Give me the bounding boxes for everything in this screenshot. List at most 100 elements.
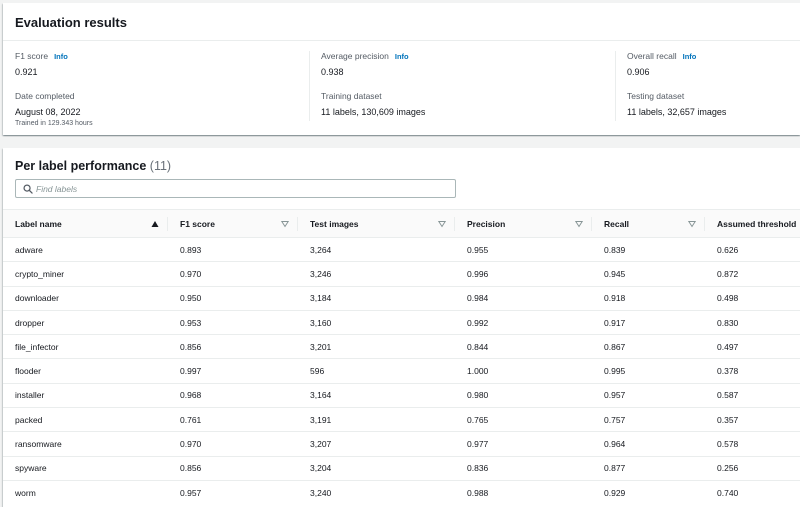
metric-column-precision: Average precision Info 0.938 Training dat…	[321, 50, 425, 119]
recall-cell: 0.877	[592, 456, 705, 481]
average-precision-info-link[interactable]: Info	[394, 52, 409, 61]
test-images-cell: 3,246	[298, 261, 455, 287]
sort-icon[interactable]	[281, 220, 289, 228]
precision-cell: 0.996	[455, 261, 592, 287]
f1-score-cell: 0.856	[168, 334, 298, 360]
f1-score-cell: 0.950	[168, 286, 298, 311]
assumed-threshold-cell: 0.498	[705, 286, 800, 311]
column-header-f1-score[interactable]: F1 score	[168, 209, 298, 238]
assumed-threshold-cell: 0.357	[705, 407, 800, 433]
column-header-test-images[interactable]: Test images	[298, 209, 455, 238]
overall-recall-value: 0.906	[627, 67, 650, 77]
f1-score-info-link[interactable]: Info	[54, 52, 68, 61]
table-body: adware 0.893 3,264 0.955 0.839 0.626 crypto_mi…	[3, 237, 800, 505]
training-duration: Trained in 129.343 hours	[15, 120, 93, 127]
recall-cell: 0.757	[592, 407, 705, 433]
column-divider	[167, 217, 168, 231]
test-images-cell: 3,160	[298, 310, 455, 336]
column-divider	[704, 217, 705, 231]
precision-cell: 0.992	[455, 310, 592, 336]
per-label-performance-panel: Per label performance (11) Label name	[3, 148, 800, 507]
f1-score-label: F1 score	[15, 51, 49, 61]
assumed-threshold-cell: 0.872	[705, 261, 800, 287]
table-row: worm 0.957 3,240 0.988 0.929 0.740	[3, 480, 800, 504]
column-divider	[591, 217, 592, 231]
sort-icon[interactable]	[688, 220, 696, 228]
overall-recall-info-link[interactable]: Info	[682, 52, 697, 61]
training-dataset-value: 11 labels, 130,609 images	[321, 107, 426, 117]
f1-score-cell: 0.953	[168, 310, 298, 336]
precision-cell: 1.000	[455, 358, 592, 384]
f1-score-cell: 0.893	[168, 237, 298, 263]
precision-cell: 0.836	[455, 456, 592, 481]
average-precision-label: Average precision	[321, 51, 389, 61]
date-completed-label: Date completed	[15, 91, 75, 101]
test-images-cell: 3,207	[298, 431, 455, 457]
date-completed-value: August 08, 2022	[15, 107, 81, 117]
table-row: ransomware 0.970 3,207 0.977 0.964 0.578	[3, 431, 800, 457]
per-label-title-text: Per label performance	[15, 159, 147, 173]
sort-icon[interactable]	[438, 220, 446, 228]
label-count: (11)	[149, 159, 172, 173]
label-name-cell: ransomware	[3, 431, 168, 457]
f1-score-value: 0.921	[15, 67, 38, 77]
test-images-cell: 3,264	[298, 237, 455, 263]
test-images-cell: 596	[298, 358, 455, 384]
column-divider	[454, 217, 455, 231]
table-row: spyware 0.856 3,204 0.836 0.877 0.256	[3, 456, 800, 481]
per-label-performance-table: Label name F1 score Test images Precisio…	[3, 209, 800, 505]
recall-cell: 0.839	[592, 237, 705, 263]
assumed-threshold-cell: 0.626	[705, 237, 800, 263]
sort-icon[interactable]	[575, 220, 583, 228]
f1-score-cell: 0.970	[168, 431, 298, 457]
recall-cell: 0.957	[592, 383, 705, 409]
precision-cell: 0.955	[455, 237, 592, 263]
find-labels-input[interactable]	[36, 180, 451, 197]
label-name-cell: file_infector	[3, 334, 168, 360]
f1-score-cell: 0.761	[168, 407, 298, 433]
label-name-cell: dropper	[3, 310, 168, 336]
metric-column-recall: Overall recall Info 0.906 Testing dataset…	[627, 50, 726, 119]
evaluation-results-panel: Evaluation results F1 score Info 0.921 Da…	[3, 3, 800, 135]
column-divider	[309, 51, 310, 121]
label-name-cell: adware	[3, 237, 168, 263]
label-name-cell: installer	[3, 383, 168, 409]
column-header-assumed-threshold[interactable]: Assumed threshold	[705, 209, 800, 238]
table-row: adware 0.893 3,264 0.955 0.839 0.626	[3, 237, 800, 263]
test-images-cell: 3,240	[310, 487, 332, 498]
label-name-cell: crypto_miner	[3, 261, 168, 287]
column-header-recall[interactable]: Recall	[592, 209, 705, 238]
column-divider	[615, 51, 616, 121]
table-header-row: Label name F1 score Test images Precisio…	[3, 209, 800, 238]
table-row: downloader 0.950 3,184 0.984 0.918 0.498	[3, 286, 800, 311]
test-images-cell: 3,204	[298, 456, 455, 481]
test-images-cell: 3,191	[298, 407, 455, 433]
table-row: file_infector 0.856 3,201 0.844 0.867 0.497	[3, 334, 800, 360]
assumed-threshold-cell: 0.378	[705, 358, 800, 384]
column-header-precision[interactable]: Precision	[455, 209, 592, 238]
find-labels-search[interactable]	[15, 179, 456, 198]
precision-cell: 0.765	[455, 407, 592, 433]
metric-column-f1: F1 score Info 0.921 Date completed August…	[15, 50, 93, 129]
recall-cell: 0.917	[592, 310, 705, 336]
column-header-label-name[interactable]: Label name	[3, 209, 168, 238]
table-row: flooder 0.997 596 1.000 0.995 0.378	[3, 358, 800, 384]
precision-cell: 0.977	[455, 431, 592, 457]
f1-score-cell: 0.997	[168, 358, 298, 384]
per-label-performance-title: Per label performance (11)	[15, 159, 171, 173]
search-icon	[23, 184, 33, 194]
precision-cell: 0.984	[455, 286, 592, 311]
precision-cell: 0.980	[455, 383, 592, 409]
test-images-cell: 3,201	[298, 334, 455, 360]
assumed-threshold-cell: 0.256	[705, 456, 800, 481]
label-name-cell: packed	[3, 407, 168, 433]
sort-ascending-icon[interactable]	[151, 220, 159, 228]
label-name-cell: downloader	[3, 286, 168, 311]
f1-score-cell: 0.856	[168, 456, 298, 481]
table-row: packed 0.761 3,191 0.765 0.757 0.357	[3, 407, 800, 433]
precision-cell: 0.988	[467, 487, 489, 498]
column-divider	[297, 217, 298, 231]
table-row: dropper 0.953 3,160 0.992 0.917 0.830	[3, 310, 800, 336]
label-name-cell: worm	[15, 487, 36, 498]
header-divider	[3, 40, 800, 41]
